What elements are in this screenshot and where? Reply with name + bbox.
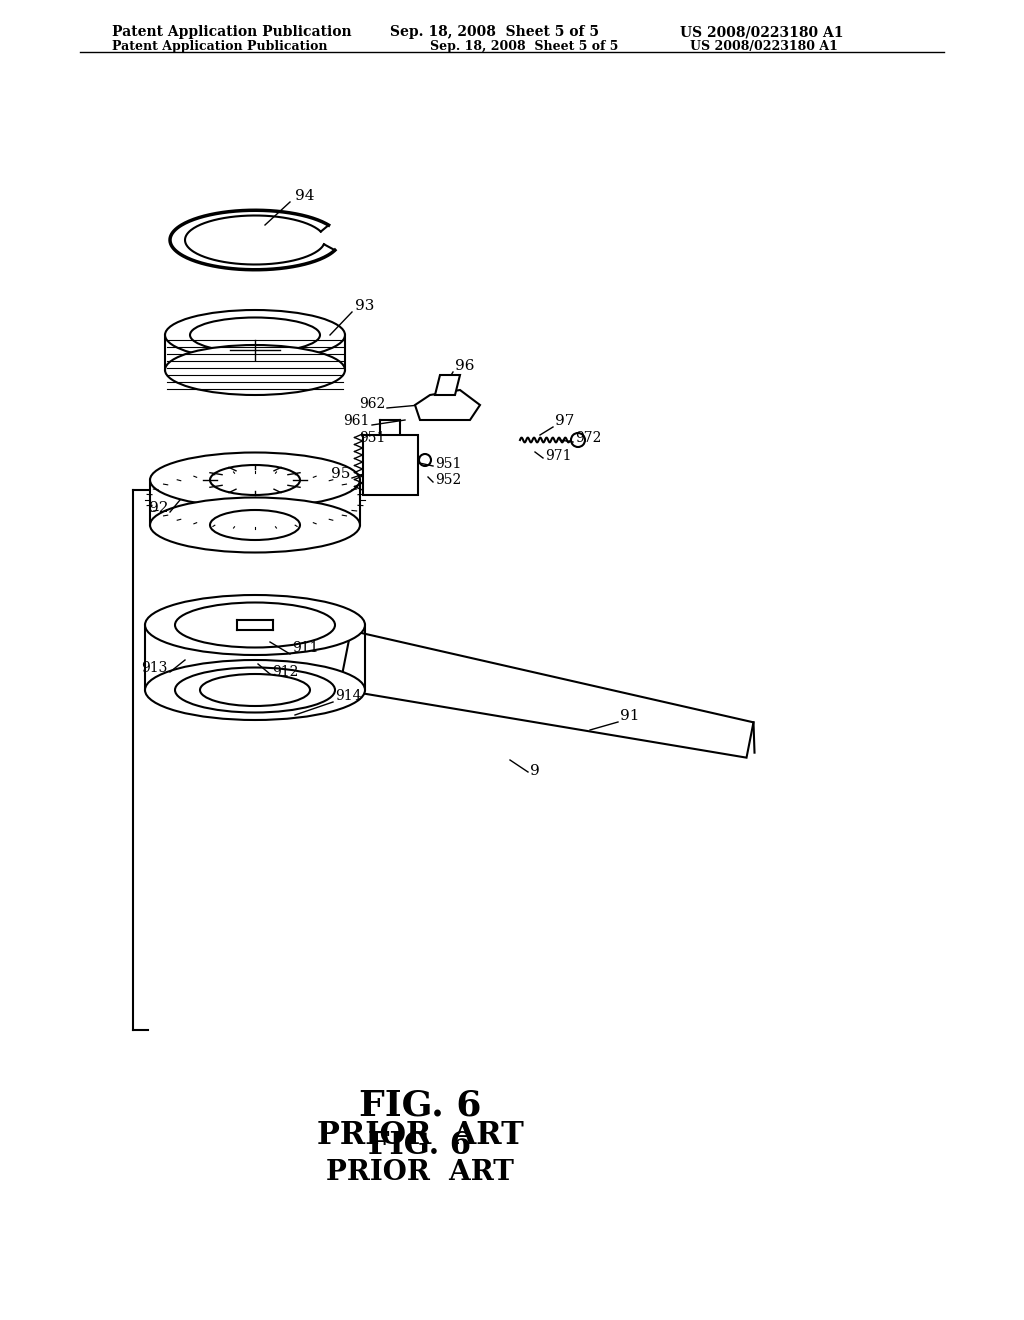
Text: 951: 951 [358, 432, 385, 445]
Text: 952: 952 [435, 473, 461, 487]
Text: 911: 911 [292, 642, 318, 655]
Text: 93: 93 [355, 300, 375, 313]
Text: Patent Application Publication: Patent Application Publication [112, 40, 328, 53]
Text: Patent Application Publication: Patent Application Publication [112, 25, 351, 40]
Text: 912: 912 [272, 665, 298, 678]
Text: US 2008/0223180 A1: US 2008/0223180 A1 [680, 25, 844, 40]
Text: Sep. 18, 2008  Sheet 5 of 5: Sep. 18, 2008 Sheet 5 of 5 [430, 40, 618, 53]
Ellipse shape [165, 310, 345, 360]
Text: 91: 91 [620, 709, 640, 723]
Ellipse shape [145, 595, 365, 655]
Text: 9: 9 [530, 764, 540, 777]
Text: 97: 97 [555, 414, 574, 428]
Text: 971: 971 [545, 449, 571, 463]
Text: 972: 972 [575, 432, 601, 445]
Polygon shape [362, 436, 418, 495]
Text: FIG. 6: FIG. 6 [358, 1088, 481, 1122]
Ellipse shape [145, 660, 365, 719]
Text: 951: 951 [435, 457, 462, 471]
Ellipse shape [419, 454, 431, 466]
Ellipse shape [165, 345, 345, 395]
Text: 96: 96 [455, 359, 474, 374]
Ellipse shape [210, 510, 300, 540]
Ellipse shape [190, 318, 319, 352]
Polygon shape [435, 375, 460, 395]
Text: 962: 962 [358, 397, 385, 411]
Ellipse shape [210, 465, 300, 495]
Text: FIG. 6: FIG. 6 [369, 1130, 471, 1160]
Text: 961: 961 [344, 414, 370, 428]
Text: 913: 913 [141, 661, 168, 675]
Ellipse shape [175, 602, 335, 648]
Text: Sep. 18, 2008  Sheet 5 of 5: Sep. 18, 2008 Sheet 5 of 5 [390, 25, 599, 40]
Polygon shape [415, 389, 480, 420]
Ellipse shape [571, 433, 585, 447]
Text: 92: 92 [148, 502, 168, 515]
Ellipse shape [150, 498, 360, 553]
Text: US 2008/0223180 A1: US 2008/0223180 A1 [690, 40, 838, 53]
Text: PRIOR  ART: PRIOR ART [316, 1119, 523, 1151]
Ellipse shape [150, 453, 360, 507]
Text: 914: 914 [335, 689, 361, 704]
Ellipse shape [200, 675, 310, 706]
Polygon shape [339, 631, 754, 758]
Text: 94: 94 [295, 189, 314, 203]
Ellipse shape [175, 668, 335, 713]
Text: PRIOR  ART: PRIOR ART [326, 1159, 514, 1185]
Text: 95: 95 [331, 467, 350, 480]
